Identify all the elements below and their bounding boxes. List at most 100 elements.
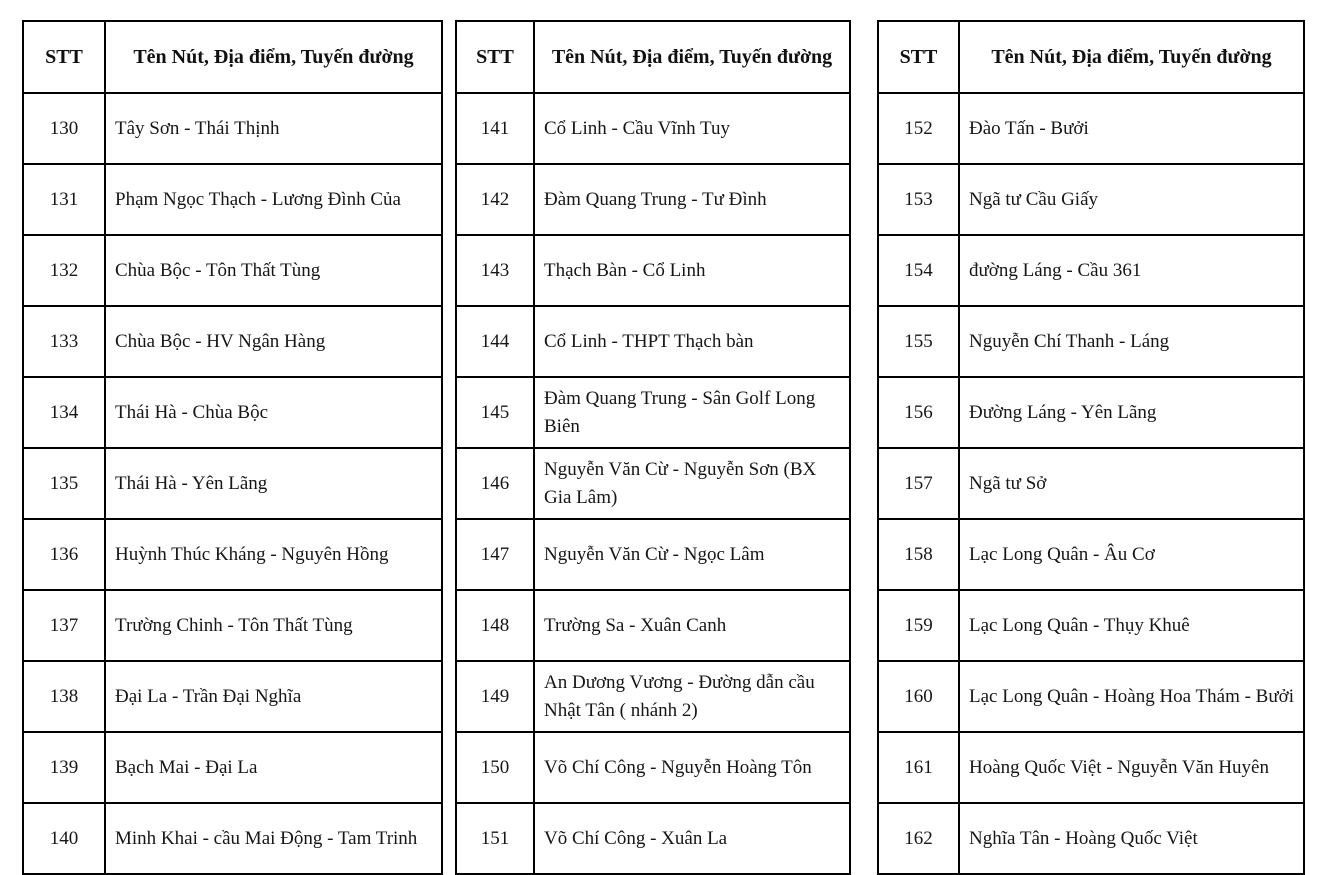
table-row: 148 Trường Sa - Xuân Canh <box>455 589 851 662</box>
route-cell: Đàm Quang Trung - Tư Đình <box>533 163 851 236</box>
stt-cell: 146 <box>455 447 535 520</box>
table-row: 160 Lạc Long Quân - Hoàng Hoa Thám - Bưởi <box>877 660 1305 733</box>
header-stt: STT <box>22 20 106 94</box>
table-row: 157 Ngã tư Sở <box>877 447 1305 520</box>
route-cell: Thái Hà - Yên Lãng <box>104 447 443 520</box>
table-row: 135 Thái Hà - Yên Lãng <box>22 447 443 520</box>
stt-cell: 139 <box>22 731 106 804</box>
table-row: 151 Võ Chí Công - Xuân La <box>455 802 851 875</box>
stt-cell: 133 <box>22 305 106 378</box>
table-row: 154 đường Láng - Cầu 361 <box>877 234 1305 307</box>
route-cell: Cổ Linh - Cầu Vĩnh Tuy <box>533 92 851 165</box>
header-route-name: Tên Nút, Địa điểm, Tuyến đường <box>958 20 1305 94</box>
stt-cell: 157 <box>877 447 960 520</box>
table-row: 145 Đàm Quang Trung - Sân Golf Long Biên <box>455 376 851 449</box>
stt-cell: 152 <box>877 92 960 165</box>
route-cell: Hoàng Quốc Việt - Nguyễn Văn Huyên <box>958 731 1305 804</box>
route-table-2: STT Tên Nút, Địa điểm, Tuyến đường 141 Cổ… <box>455 20 851 875</box>
table-row: 144 Cổ Linh - THPT Thạch bàn <box>455 305 851 378</box>
table-row: 143 Thạch Bàn - Cổ Linh <box>455 234 851 307</box>
table-row: 132 Chùa Bộc - Tôn Thất Tùng <box>22 234 443 307</box>
stt-cell: 135 <box>22 447 106 520</box>
stt-cell: 145 <box>455 376 535 449</box>
route-cell: Võ Chí Công - Xuân La <box>533 802 851 875</box>
route-cell: Lạc Long Quân - Thụy Khuê <box>958 589 1305 662</box>
stt-cell: 144 <box>455 305 535 378</box>
stt-cell: 130 <box>22 92 106 165</box>
table-row: 161 Hoàng Quốc Việt - Nguyễn Văn Huyên <box>877 731 1305 804</box>
table-row: 139 Bạch Mai - Đại La <box>22 731 443 804</box>
table-row: 155 Nguyễn Chí Thanh - Láng <box>877 305 1305 378</box>
stt-cell: 137 <box>22 589 106 662</box>
table-row: 159 Lạc Long Quân - Thụy Khuê <box>877 589 1305 662</box>
table-row: 134 Thái Hà - Chùa Bộc <box>22 376 443 449</box>
route-cell: Chùa Bộc - Tôn Thất Tùng <box>104 234 443 307</box>
header-route-name: Tên Nút, Địa điểm, Tuyến đường <box>533 20 851 94</box>
header-row: STT Tên Nút, Địa điểm, Tuyến đường <box>455 20 851 94</box>
route-cell: Đào Tấn - Bưởi <box>958 92 1305 165</box>
route-cell: Nguyễn Văn Cừ - Nguyễn Sơn (BX Gia Lâm) <box>533 447 851 520</box>
route-cell: Võ Chí Công - Nguyễn Hoàng Tôn <box>533 731 851 804</box>
table-row: 146 Nguyễn Văn Cừ - Nguyễn Sơn (BX Gia Lâ… <box>455 447 851 520</box>
table-row: 136 Huỳnh Thúc Kháng - Nguyên Hồng <box>22 518 443 591</box>
route-cell: Thạch Bàn - Cổ Linh <box>533 234 851 307</box>
stt-cell: 136 <box>22 518 106 591</box>
stt-cell: 140 <box>22 802 106 875</box>
route-cell: Nghĩa Tân - Hoàng Quốc Việt <box>958 802 1305 875</box>
route-table-1: STT Tên Nút, Địa điểm, Tuyến đường 130 Tâ… <box>22 20 443 875</box>
stt-cell: 131 <box>22 163 106 236</box>
table-row: 147 Nguyễn Văn Cừ - Ngọc Lâm <box>455 518 851 591</box>
table-row: 158 Lạc Long Quân - Âu Cơ <box>877 518 1305 591</box>
route-tables-container: STT Tên Nút, Địa điểm, Tuyến đường 130 Tâ… <box>22 20 1305 875</box>
route-cell: Minh Khai - cầu Mai Động - Tam Trinh <box>104 802 443 875</box>
document-page: STT Tên Nút, Địa điểm, Tuyến đường 130 Tâ… <box>22 20 1305 875</box>
header-route-name: Tên Nút, Địa điểm, Tuyến đường <box>104 20 443 94</box>
route-cell: Ngã tư Sở <box>958 447 1305 520</box>
stt-cell: 147 <box>455 518 535 591</box>
stt-cell: 143 <box>455 234 535 307</box>
route-table-3: STT Tên Nút, Địa điểm, Tuyến đường 152 Đà… <box>877 20 1305 875</box>
table-row: 131 Phạm Ngọc Thạch - Lương Đình Của <box>22 163 443 236</box>
stt-cell: 161 <box>877 731 960 804</box>
table-row: 130 Tây Sơn - Thái Thịnh <box>22 92 443 165</box>
route-cell: Cổ Linh - THPT Thạch bàn <box>533 305 851 378</box>
stt-cell: 149 <box>455 660 535 733</box>
table-row: 162 Nghĩa Tân - Hoàng Quốc Việt <box>877 802 1305 875</box>
table-row: 137 Trường Chinh - Tôn Thất Tùng <box>22 589 443 662</box>
route-cell: Lạc Long Quân - Âu Cơ <box>958 518 1305 591</box>
stt-cell: 156 <box>877 376 960 449</box>
stt-cell: 151 <box>455 802 535 875</box>
table-row: 153 Ngã tư Cầu Giấy <box>877 163 1305 236</box>
header-row: STT Tên Nút, Địa điểm, Tuyến đường <box>877 20 1305 94</box>
stt-cell: 153 <box>877 163 960 236</box>
table-row: 141 Cổ Linh - Cầu Vĩnh Tuy <box>455 92 851 165</box>
stt-cell: 142 <box>455 163 535 236</box>
stt-cell: 160 <box>877 660 960 733</box>
route-cell: Thái Hà - Chùa Bộc <box>104 376 443 449</box>
stt-cell: 162 <box>877 802 960 875</box>
route-cell: An Dương Vương - Đường dẫn cầu Nhật Tân … <box>533 660 851 733</box>
route-cell: Trường Chinh - Tôn Thất Tùng <box>104 589 443 662</box>
stt-cell: 148 <box>455 589 535 662</box>
header-stt: STT <box>877 20 960 94</box>
route-cell: Đàm Quang Trung - Sân Golf Long Biên <box>533 376 851 449</box>
table-row: 156 Đường Láng - Yên Lãng <box>877 376 1305 449</box>
route-cell: Chùa Bộc - HV Ngân Hàng <box>104 305 443 378</box>
route-cell: Huỳnh Thúc Kháng - Nguyên Hồng <box>104 518 443 591</box>
table-row: 133 Chùa Bộc - HV Ngân Hàng <box>22 305 443 378</box>
table-row: 152 Đào Tấn - Bưởi <box>877 92 1305 165</box>
stt-cell: 150 <box>455 731 535 804</box>
table-row: 142 Đàm Quang Trung - Tư Đình <box>455 163 851 236</box>
route-cell: đường Láng - Cầu 361 <box>958 234 1305 307</box>
table-row: 138 Đại La - Trần Đại Nghĩa <box>22 660 443 733</box>
table-row: 149 An Dương Vương - Đường dẫn cầu Nhật T… <box>455 660 851 733</box>
header-stt: STT <box>455 20 535 94</box>
route-cell: Nguyễn Văn Cừ - Ngọc Lâm <box>533 518 851 591</box>
route-cell: Phạm Ngọc Thạch - Lương Đình Của <box>104 163 443 236</box>
header-row: STT Tên Nút, Địa điểm, Tuyến đường <box>22 20 443 94</box>
route-cell: Bạch Mai - Đại La <box>104 731 443 804</box>
route-cell: Đường Láng - Yên Lãng <box>958 376 1305 449</box>
route-cell: Đại La - Trần Đại Nghĩa <box>104 660 443 733</box>
route-cell: Ngã tư Cầu Giấy <box>958 163 1305 236</box>
table-row: 140 Minh Khai - cầu Mai Động - Tam Trinh <box>22 802 443 875</box>
